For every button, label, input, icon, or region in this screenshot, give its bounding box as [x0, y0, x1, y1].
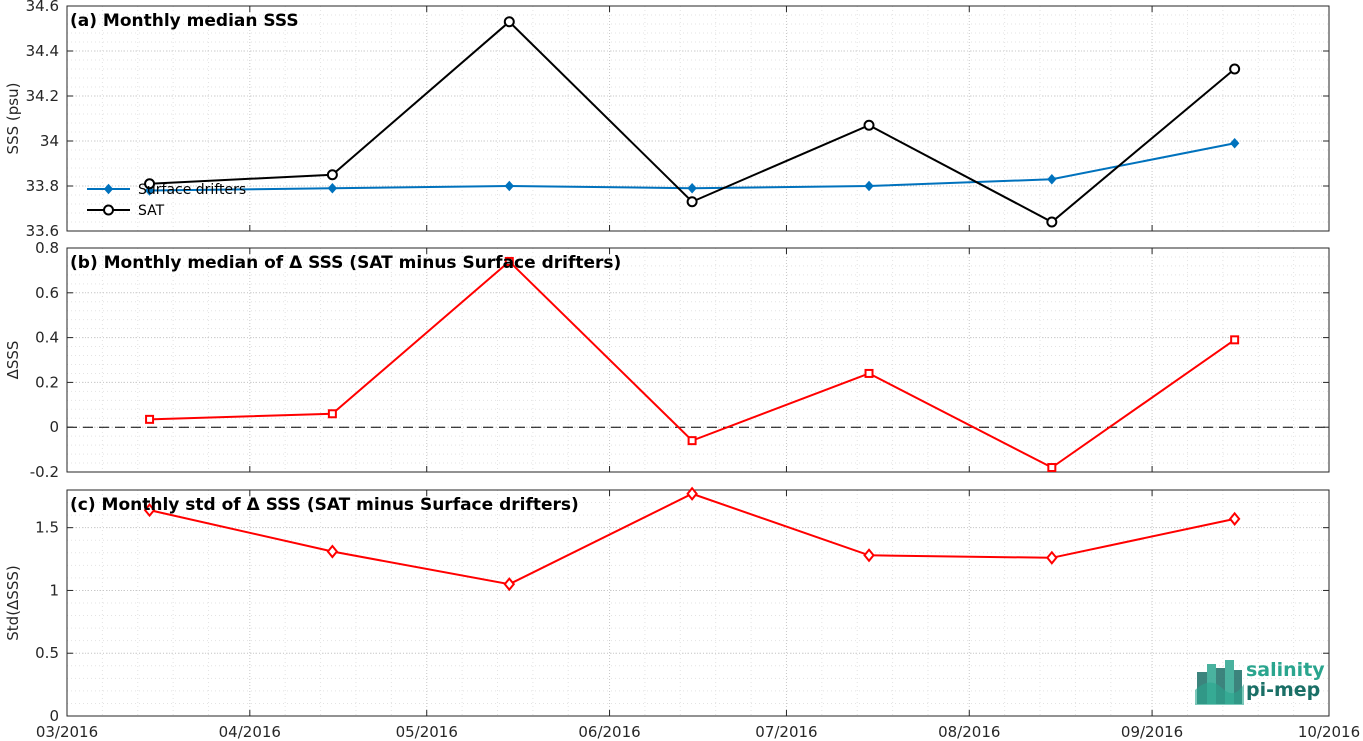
data-point	[687, 436, 697, 446]
data-point	[326, 169, 338, 181]
data-point	[504, 180, 514, 192]
series-line-0	[143, 486, 1241, 592]
logo-wave-bar	[1216, 668, 1225, 704]
data-point	[145, 414, 155, 424]
series-surface-drifters	[144, 137, 1240, 196]
logo-wave-bar	[1225, 660, 1234, 704]
logo-wave	[1195, 682, 1244, 705]
data-point	[103, 183, 114, 195]
y-tick-label: 0	[49, 707, 59, 725]
x-tick-label: 04/2016	[219, 723, 281, 741]
plot-area	[67, 248, 1329, 472]
data-point	[687, 182, 697, 194]
data-point	[1230, 335, 1240, 345]
legend-label: SAT	[138, 203, 165, 219]
data-point	[1047, 463, 1057, 473]
y-tick-label: -0.2	[30, 463, 59, 481]
y-tick-label: 0.2	[35, 373, 59, 391]
y-tick-label: 33.8	[26, 177, 59, 195]
y-axis-label: ΔSSS	[4, 341, 22, 380]
x-tick-label: 06/2016	[578, 723, 640, 741]
axes-box	[66, 5, 1330, 232]
y-axis-label: Std(ΔSSS)	[4, 565, 22, 640]
data-point	[327, 182, 338, 194]
data-point	[1228, 511, 1241, 526]
y-tick-label: 1	[49, 581, 59, 599]
y-tick-label: 0.8	[35, 239, 59, 257]
y-tick-label: 34	[40, 132, 59, 150]
x-tick-label: 10/2016	[1298, 723, 1360, 741]
legend: Surface drifters SAT	[87, 182, 246, 219]
x-tick-label: 08/2016	[938, 723, 1000, 741]
y-tick-label: 0.6	[35, 284, 59, 302]
logo-wave-bar	[1234, 670, 1242, 704]
y-tick-label: 34.6	[26, 0, 59, 15]
data-point	[1229, 137, 1240, 149]
data-point	[1047, 173, 1057, 185]
data-point	[504, 256, 514, 266]
axes-box	[66, 489, 1330, 717]
y-tick-label: 0	[49, 418, 59, 436]
data-point	[1046, 216, 1058, 228]
data-point	[1046, 550, 1058, 565]
data-point	[326, 544, 339, 559]
series-line-0	[145, 256, 1240, 473]
logo-text-line2: pi-mep	[1246, 679, 1320, 701]
data-point	[864, 180, 874, 192]
data-point	[864, 368, 874, 378]
data-point	[503, 16, 515, 28]
y-tick-label: 0.4	[35, 329, 59, 347]
logo-text-line1: salinity	[1246, 659, 1325, 681]
x-tick-label: 09/2016	[1121, 723, 1183, 741]
data-point	[686, 486, 698, 501]
x-tick-label: 03/2016	[36, 723, 98, 741]
series-sat	[144, 16, 1241, 228]
y-tick-label: 33.6	[26, 222, 59, 240]
data-point	[144, 178, 156, 190]
y-tick-label: 34.4	[26, 42, 59, 60]
y-axis-label: SSS (psu)	[4, 83, 22, 155]
data-point	[327, 409, 337, 419]
data-point	[863, 119, 875, 131]
panel-title: (c) Monthly std of Δ SSS (SAT minus Surf…	[70, 495, 579, 515]
plot-area	[67, 6, 1329, 231]
data-point	[103, 204, 114, 216]
panel-b: -0.2 0 0.2 0.4 0.6 0.8 ΔSSS (b) Monthly median …	[4, 239, 1330, 481]
panel-title: (b) Monthly median of Δ SSS (SAT minus S…	[70, 253, 621, 273]
legend-label: Surface drifters	[138, 182, 246, 198]
y-tick-label: 1.5	[35, 519, 59, 537]
data-point	[143, 503, 156, 518]
x-tick-label: 05/2016	[396, 723, 458, 741]
data-point	[686, 196, 698, 208]
data-point	[1229, 63, 1241, 75]
panel-c: 0 0.5 1 1.5 Std(ΔSSS) (c) Monthly std of Δ SS…	[4, 486, 1330, 725]
data-point	[863, 548, 875, 563]
x-tick-label: 07/2016	[755, 723, 817, 741]
y-tick-label: 0.5	[35, 644, 59, 662]
y-tick-label: 34.2	[26, 87, 59, 105]
panel-a: 33.6 33.8 34 34.2 34.4 34.6 SSS (psu) (a) Month…	[4, 0, 1330, 240]
data-point	[503, 577, 516, 592]
panel-title: (a) Monthly median SSS	[70, 11, 299, 31]
axes-box	[66, 247, 1330, 473]
